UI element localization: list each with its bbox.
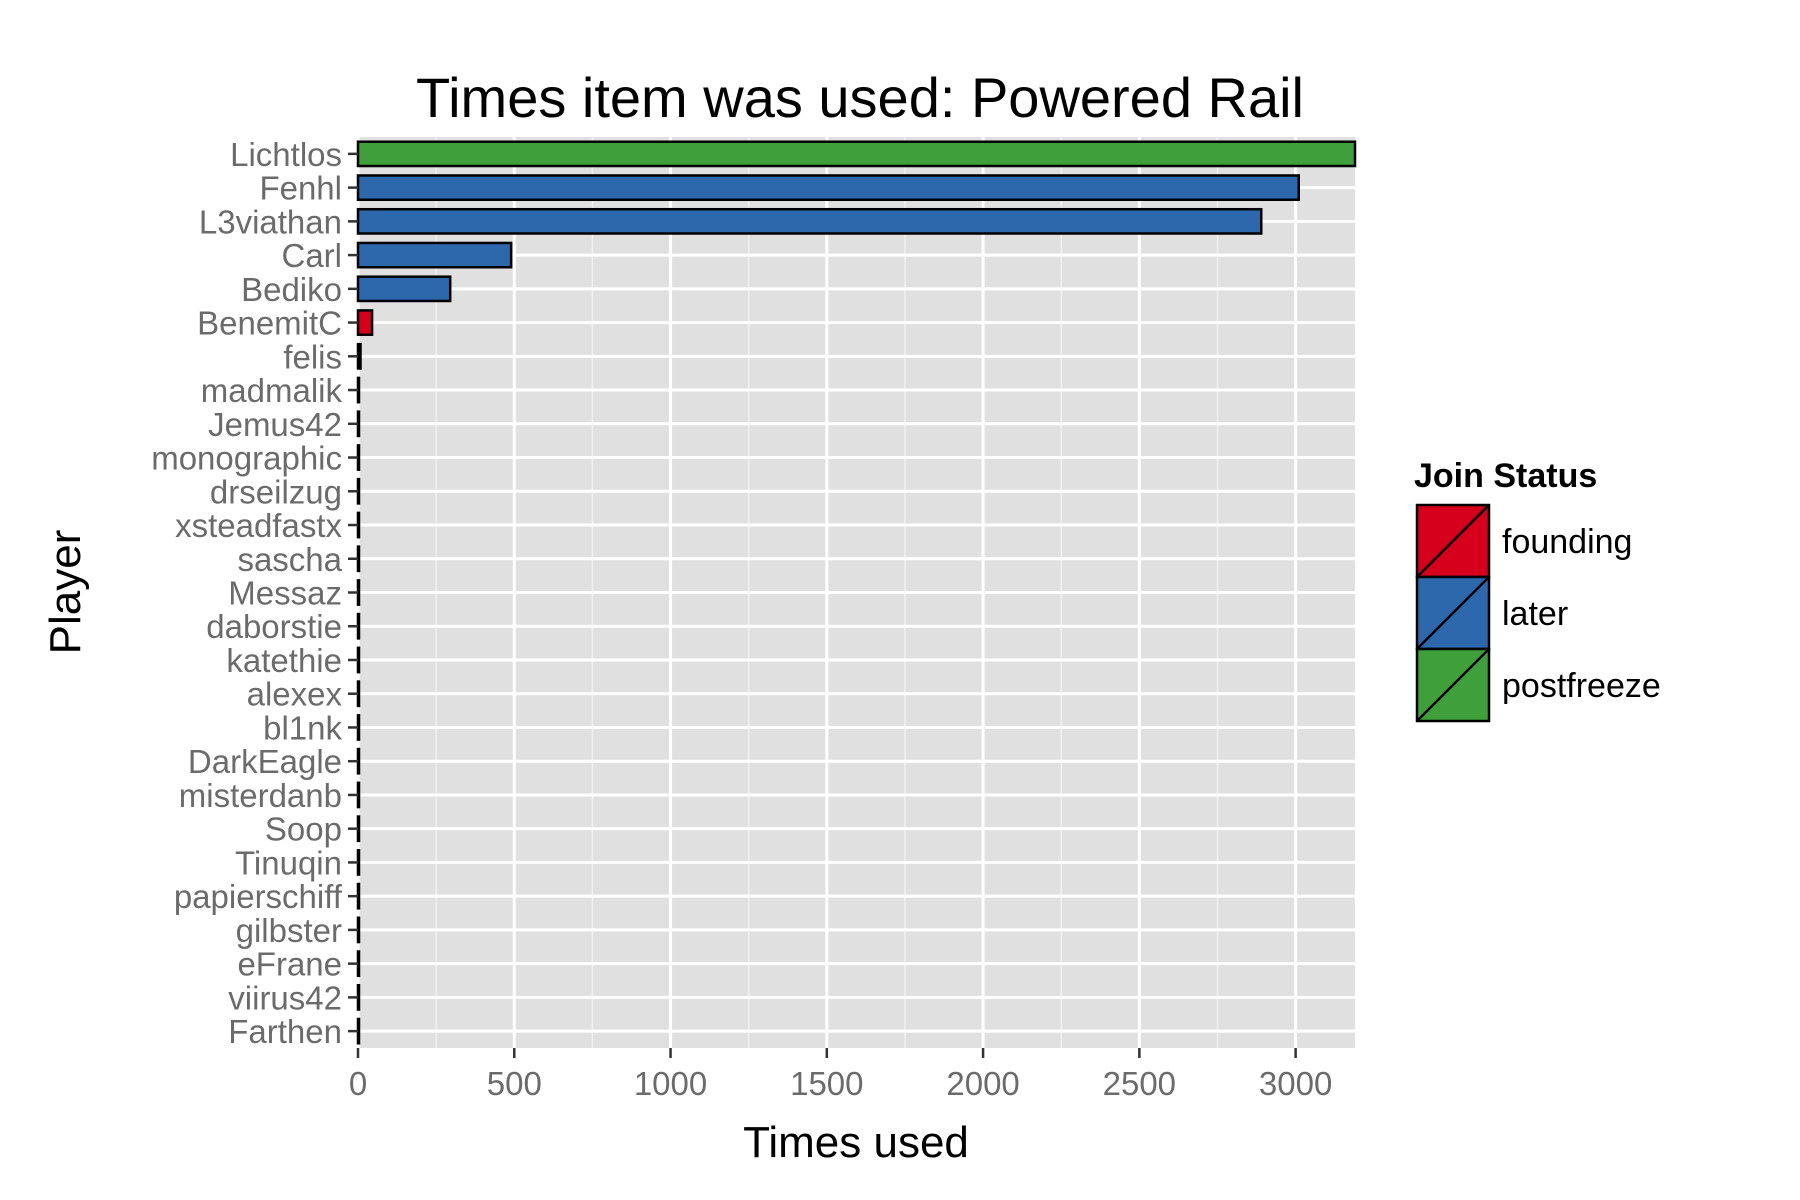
x-tick-label: 500 (487, 1065, 542, 1102)
y-tick-label: drseilzug (210, 473, 342, 510)
bar (356, 309, 374, 336)
y-tick-label: Farthen (228, 1013, 342, 1050)
legend-label: later (1502, 595, 1568, 633)
y-tick-label: monographic (151, 440, 342, 477)
chart-title: Times item was used: Powered Rail (416, 66, 1304, 129)
bar (356, 849, 361, 876)
y-tick-label: BenemitC (197, 305, 342, 342)
y-tick-label: daborstie (206, 608, 342, 645)
bar (356, 579, 361, 606)
y-tick-label: Bediko (241, 271, 342, 308)
y-tick-label: DarkEagle (188, 743, 342, 780)
y-tick-label: L3viathan (199, 203, 342, 240)
x-tick-label: 3000 (1259, 1065, 1332, 1102)
bar (356, 646, 361, 674)
y-tick-label: alexex (247, 676, 343, 713)
bar (356, 511, 361, 539)
bar (356, 781, 361, 809)
y-tick-label: eFrane (237, 946, 342, 983)
y-tick-label: madmalik (201, 372, 343, 409)
bar (356, 680, 361, 708)
bar (356, 747, 361, 775)
bar (356, 174, 1300, 202)
legend-key-slash (1416, 648, 1490, 722)
bar (356, 376, 361, 404)
y-tick-label: Messaz (228, 575, 342, 612)
legend-key-slash (1416, 504, 1490, 578)
bar (356, 207, 1263, 235)
y-tick-label: katethie (226, 642, 342, 679)
y-axis: LichtlosFenhlL3viathanCarlBedikoBenemitC… (151, 136, 358, 1050)
y-tick-label: papierschiff (174, 878, 343, 915)
x-axis: 0 500 1000 1500 2000 2500 3000 (349, 1048, 1332, 1102)
x-tick-label: 2500 (1103, 1065, 1176, 1102)
bar (356, 612, 361, 640)
y-tick-label: Soop (265, 811, 342, 848)
bar (356, 410, 361, 438)
bar (356, 477, 361, 505)
bar (356, 815, 361, 843)
y-tick-label: Tinuqin (235, 844, 342, 881)
y-tick-label: gilbster (236, 912, 342, 949)
grid (356, 137, 1355, 1048)
x-tick-label: 2000 (946, 1065, 1019, 1102)
bar (356, 444, 361, 471)
legend-label: postfreeze (1502, 667, 1661, 705)
y-tick-label: Lichtlos (230, 136, 342, 173)
y-tick-label: Fenhl (259, 170, 342, 207)
legend-title: Join Status (1414, 457, 1597, 495)
bar (356, 882, 361, 910)
bar (356, 241, 513, 269)
x-tick-label: 0 (349, 1065, 367, 1102)
x-axis-title: Times used (743, 1118, 969, 1167)
y-axis-title: Player (41, 530, 90, 655)
bar (356, 545, 361, 573)
y-tick-label: bl1nk (263, 709, 342, 746)
x-tick-label: 1000 (634, 1065, 707, 1102)
bar (356, 342, 362, 370)
y-tick-label: Carl (281, 237, 342, 274)
y-tick-label: Jemus42 (208, 406, 342, 443)
legend: Join Status founding later postfreeze (1414, 457, 1661, 723)
legend-label: founding (1502, 523, 1632, 561)
legend-key-slash (1416, 576, 1490, 650)
bar (356, 275, 452, 303)
y-tick-label: misterdanb (179, 777, 342, 814)
bar (356, 916, 361, 944)
bar (356, 1017, 361, 1045)
y-tick-label: xsteadfastx (175, 507, 342, 544)
x-tick-label: 1500 (790, 1065, 863, 1102)
bar (356, 983, 361, 1011)
y-tick-label: felis (283, 338, 342, 375)
bar (356, 714, 361, 741)
y-tick-label: sascha (237, 541, 342, 578)
y-tick-label: viirus42 (228, 979, 342, 1016)
bar (356, 140, 1357, 168)
bar (356, 950, 361, 978)
